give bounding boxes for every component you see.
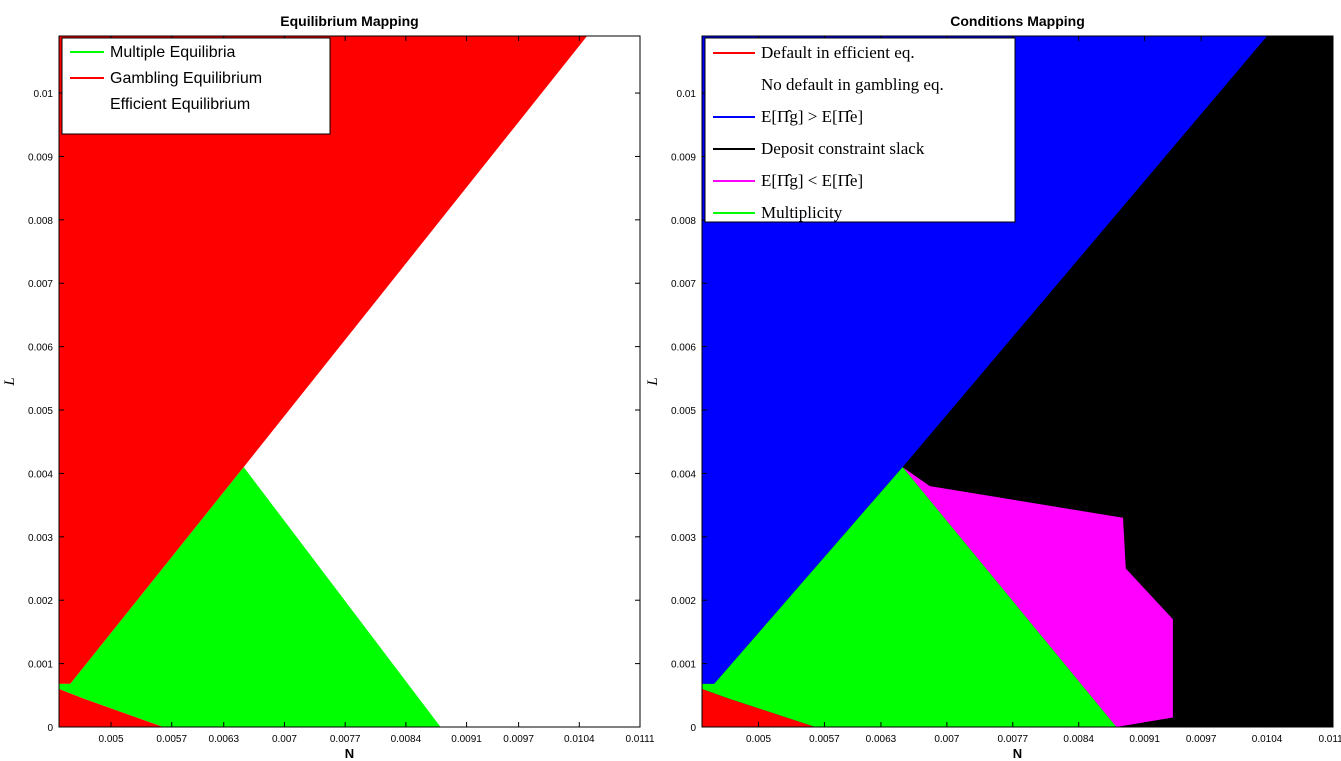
x-tick-label: 0.0084	[1063, 734, 1094, 745]
y-tick-label: 0.005	[671, 406, 696, 417]
y-tick-label: 0.008	[671, 216, 696, 227]
x-tick-label: 0.0057	[809, 734, 840, 745]
x-tick-label: 0.0077	[997, 734, 1028, 745]
x-tick-label: 0.0091	[1129, 734, 1160, 745]
y-axis-label: L	[645, 377, 661, 386]
legend-box	[61, 37, 331, 135]
region-2	[902, 467, 1173, 727]
x-tick-label: 0.0063	[866, 734, 897, 745]
y-axis-label: L	[2, 377, 18, 386]
legend-label: Efficient Equilibrium	[110, 96, 250, 113]
legend-box	[704, 37, 1016, 223]
x-tick-label: 0.005	[746, 734, 771, 745]
plot-frame	[701, 35, 1334, 728]
y-tick-label: 0.01	[677, 89, 697, 100]
x-tick-label: 0.0084	[391, 734, 422, 745]
legend-label: Deposit constraint slack	[761, 139, 925, 158]
region-2	[59, 689, 164, 727]
x-tick-label: 0.0077	[330, 734, 361, 745]
x-tick-label: 0.0104	[564, 734, 595, 745]
y-tick-label: 0	[47, 723, 53, 734]
y-tick-label: 0.008	[28, 216, 53, 227]
y-tick-label: 0.001	[671, 660, 696, 671]
y-tick-label: 0.003	[671, 533, 696, 544]
x-tick-label: 0.005	[99, 734, 124, 745]
y-tick-label: 0.007	[28, 279, 53, 290]
x-tick-label: 0.0104	[1252, 734, 1283, 745]
y-tick-label: 0.009	[671, 152, 696, 163]
y-tick-label: 0.002	[671, 596, 696, 607]
x-tick-label: 0.0111	[1318, 734, 1341, 745]
x-tick-label: 0.0057	[156, 734, 187, 745]
x-tick-label: 0.0097	[1186, 734, 1217, 745]
legend-label: No default in gambling eq.	[761, 75, 944, 94]
legend-label: Multiple Equilibria	[110, 44, 235, 61]
region-3	[702, 467, 1117, 727]
x-tick-label: 0.0063	[208, 734, 239, 745]
x-tick-label: 0.0091	[451, 734, 482, 745]
y-tick-label: 0.01	[34, 89, 54, 100]
region-0	[59, 36, 588, 684]
y-tick-label: 0.003	[28, 533, 53, 544]
legend-label: E[Π̂g] < E[Π̂e]	[761, 171, 863, 190]
x-tick-label: 0.0111	[625, 734, 655, 745]
y-tick-label: 0.005	[28, 406, 53, 417]
x-tick-label: 0.007	[272, 734, 297, 745]
legend: Multiple Equilibria Gambling Equilibrium E…	[61, 37, 331, 135]
y-tick-label: 0.007	[671, 279, 696, 290]
x-axis-label: N	[1013, 746, 1022, 761]
legend-label: Multiplicity	[761, 203, 843, 222]
chart-panel-2: Conditions Mapping 0.005 0.0057 0.0063 0.007…	[645, 13, 1341, 761]
legend-label: Default in efficient eq.	[761, 43, 915, 62]
legend-label: Gambling Equilibrium	[110, 70, 262, 87]
x-tick-label: 0.007	[934, 734, 959, 745]
chart-title: Conditions Mapping	[950, 13, 1085, 29]
chart-title: Equilibrium Mapping	[280, 13, 418, 29]
legend: Default in efficient eq. No default in ga…	[704, 37, 1016, 223]
x-tick-label: 0.0097	[503, 734, 534, 745]
region-1	[59, 467, 441, 727]
y-tick-label: 0.006	[28, 343, 53, 354]
region-4	[702, 689, 815, 727]
plot-frame	[58, 35, 641, 728]
y-tick-label: 0.001	[28, 660, 53, 671]
chart-panel-1: Equilibrium Mapping 0.005 0.0057 0.0063 0.00…	[2, 13, 655, 761]
y-tick-label: 0.002	[28, 596, 53, 607]
y-tick-label: 0.009	[28, 152, 53, 163]
y-tick-label: 0.004	[28, 469, 53, 480]
y-tick-label: 0.004	[671, 469, 696, 480]
legend-label: E[Π̂g] > E[Π̂e]	[761, 107, 863, 126]
y-tick-label: 0.006	[671, 343, 696, 354]
x-axis-label: N	[345, 746, 354, 761]
y-tick-label: 0	[690, 723, 696, 734]
